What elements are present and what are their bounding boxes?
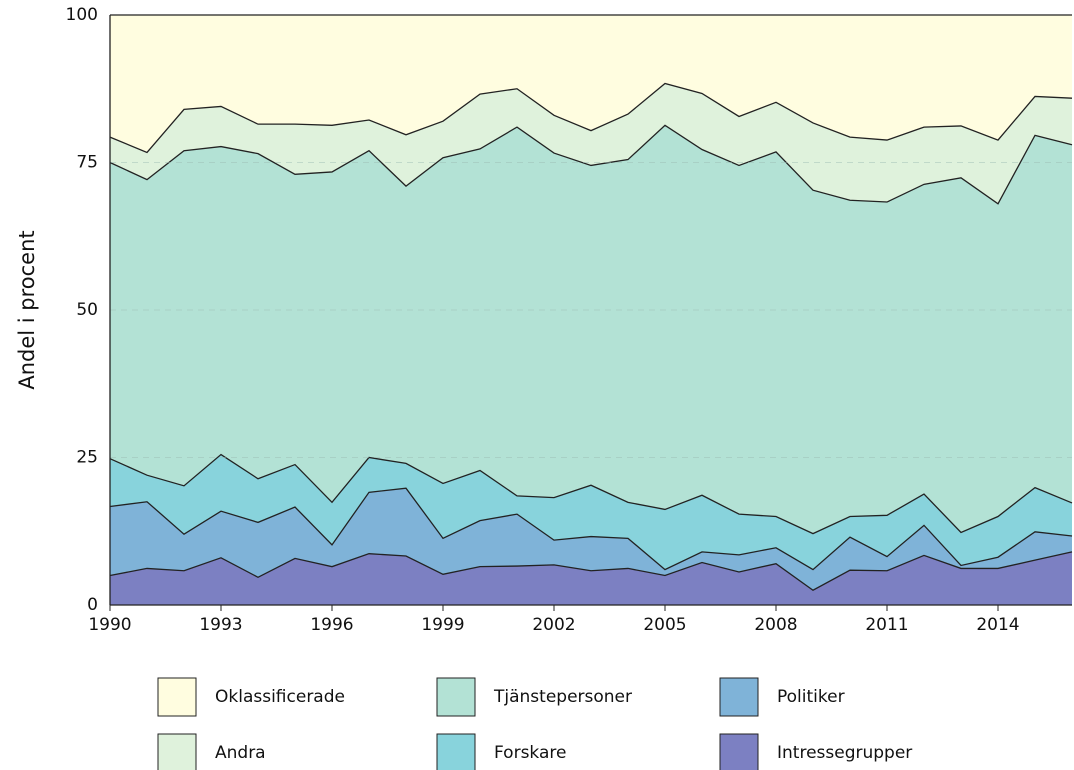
area: [110, 15, 1072, 153]
legend-label: Andra: [215, 743, 266, 763]
area: [110, 83, 1072, 204]
legend-swatch: [157, 677, 197, 717]
legend-swatch: [157, 733, 197, 770]
legend-label: Politiker: [777, 687, 845, 707]
y-tick-label: 100: [66, 5, 98, 25]
x-tick-label: 2011: [865, 615, 908, 635]
x-tick-label: 2014: [976, 615, 1019, 635]
x-tick-label: 2008: [754, 615, 797, 635]
x-tick-label: 1993: [199, 615, 242, 635]
area-edge: [109, 487, 1073, 571]
area: [110, 454, 1072, 570]
legend-swatch: [719, 733, 759, 770]
legend-label: Oklassificerade: [215, 687, 345, 707]
legend-swatch: [719, 677, 759, 717]
area: [110, 125, 1072, 534]
legend-swatch: [436, 733, 476, 770]
legend-label: Intressegrupper: [777, 743, 912, 763]
area: [110, 488, 1072, 591]
y-axis-label: Andel i procent: [15, 230, 39, 389]
area-edge: [109, 124, 1073, 205]
legend-label: Tjänstepersoner: [493, 687, 632, 707]
area-edge: [109, 82, 1073, 154]
area: [110, 551, 1072, 605]
y-tick-label: 25: [76, 448, 98, 468]
x-tick-label: 1990: [88, 615, 131, 635]
legend-label: Forskare: [494, 743, 566, 763]
x-tick-label: 1996: [310, 615, 353, 635]
legend-swatch: [436, 677, 476, 717]
area-edge: [109, 551, 1073, 592]
y-tick-label: 50: [76, 300, 98, 320]
area-edge: [109, 453, 1073, 535]
x-tick-label: 2002: [532, 615, 575, 635]
x-tick-label: 1999: [421, 615, 464, 635]
y-tick-label: 75: [76, 153, 98, 173]
y-tick-label: 0: [87, 595, 98, 615]
x-tick-label: 2005: [643, 615, 686, 635]
